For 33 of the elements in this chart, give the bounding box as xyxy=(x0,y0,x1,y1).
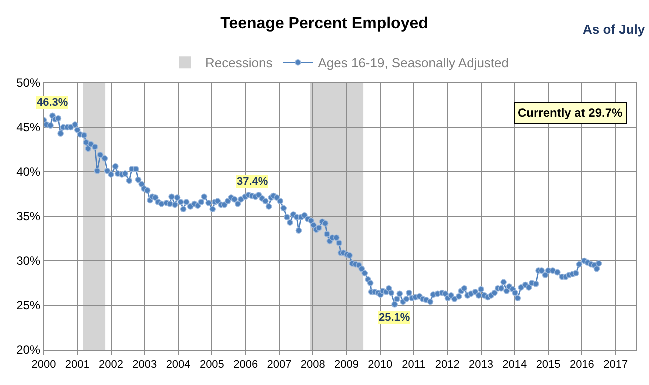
x-tick-label: 2001 xyxy=(65,359,90,372)
x-tick-label: 2006 xyxy=(234,359,258,372)
x-tick-label: 2017 xyxy=(604,359,628,372)
y-tick-label: 35% xyxy=(16,210,41,224)
annotation: Currently at 29.7% xyxy=(518,106,624,120)
x-tick-label: 2005 xyxy=(200,359,224,372)
annotation: 25.1% xyxy=(379,312,410,324)
annotation: 46.3% xyxy=(37,97,68,109)
annotation: 37.4% xyxy=(237,176,268,188)
y-tick-label: 30% xyxy=(16,254,41,268)
x-tick-label: 2000 xyxy=(32,359,56,372)
x-tick-label: 2010 xyxy=(368,359,393,372)
x-tick-label: 2002 xyxy=(99,359,124,372)
y-tick-label: 50% xyxy=(16,76,41,90)
x-tick-label: 2016 xyxy=(570,359,594,372)
x-tick-label: 2003 xyxy=(132,359,158,372)
chart-title: Teenage Percent Employed xyxy=(220,16,428,33)
x-tick-label: 2009 xyxy=(334,359,359,372)
legend-label: Ages 16-19, Seasonally Adjusted xyxy=(318,56,510,71)
y-tick-label: 20% xyxy=(16,343,41,358)
text: As of July xyxy=(583,22,646,37)
x-tick-label: 2004 xyxy=(166,359,191,372)
y-tick-label: 40% xyxy=(16,165,41,180)
x-tick-label: 2007 xyxy=(267,359,292,372)
x-tick-label: 2011 xyxy=(402,359,426,372)
y-tick-label: 45% xyxy=(16,120,41,135)
y-tick-label: 25% xyxy=(16,298,41,313)
x-tick-label: 2013 xyxy=(469,359,494,372)
x-tick-label: 2012 xyxy=(435,359,460,372)
x-tick-label: 2014 xyxy=(502,359,528,372)
x-tick-label: 2008 xyxy=(300,359,326,372)
legend-label: Recessions xyxy=(206,56,274,71)
x-tick-label: 2015 xyxy=(536,359,561,372)
